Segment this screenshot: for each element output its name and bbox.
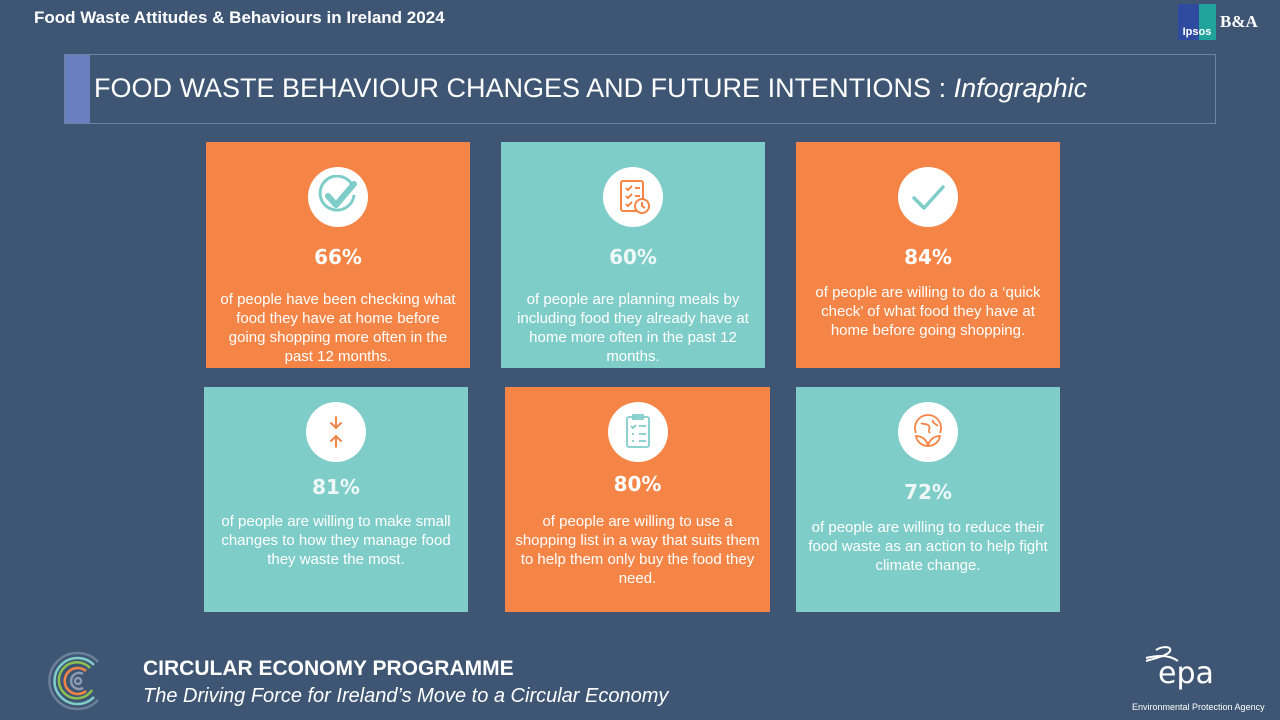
stat-description: of people have been checking what food t… <box>220 291 456 365</box>
checkmark-icon <box>898 167 958 227</box>
checklist-clock-icon <box>603 167 663 227</box>
stat-description: of people are willing to do a ‘quick che… <box>815 284 1041 339</box>
stat-card-quick-check: 84% of people are willing to do a ‘quick… <box>796 142 1060 368</box>
clipboard-list-icon <box>607 402 668 462</box>
stat-description: of people are willing to make small chan… <box>221 513 451 568</box>
stat-value: 60% <box>609 245 657 269</box>
stat-card-shopping-list: 80% of people are willing to use a shopp… <box>505 387 770 612</box>
report-title: Food Waste Attitudes & Behaviours in Ire… <box>34 8 445 27</box>
stat-description: of people are planning meals by includin… <box>517 291 749 365</box>
circular-economy-logo <box>48 650 108 716</box>
stat-value: 72% <box>904 480 952 504</box>
section-title: FOOD WASTE BEHAVIOUR CHANGES AND FUTURE … <box>94 73 1087 104</box>
ipsos-ba-logo: Ipsos B&A <box>1178 4 1258 40</box>
stat-card-checking-food: 66% of people have been checking what fo… <box>206 142 470 368</box>
stat-card-climate-change: 72% of people are willing to reduce thei… <box>796 387 1060 612</box>
stat-value: 80% <box>613 472 662 496</box>
title-accent-bar <box>65 55 90 123</box>
ipsos-logo: Ipsos <box>1178 4 1216 40</box>
epa-swirl-icon <box>1145 646 1179 662</box>
stat-description: of people are willing to reduce their fo… <box>808 519 1048 574</box>
stat-value: 66% <box>314 245 362 269</box>
ba-logo: B&A <box>1220 12 1258 31</box>
section-title-box: FOOD WASTE BEHAVIOUR CHANGES AND FUTURE … <box>64 54 1216 124</box>
arrows-converge-icon <box>306 402 366 462</box>
globe-leaves-icon <box>898 402 958 462</box>
epa-logo: epa Environmental Protection Agency <box>1128 646 1276 718</box>
stat-value: 81% <box>312 475 360 499</box>
stat-description: of people are willing to use a shopping … <box>515 513 760 587</box>
programme-title: CIRCULAR ECONOMY PROGRAMME <box>143 657 514 680</box>
stat-card-planning-meals: 60% of people are planning meals by incl… <box>501 142 765 368</box>
section-title-text: FOOD WASTE BEHAVIOUR CHANGES AND FUTURE … <box>94 73 954 103</box>
epa-subtitle: Environmental Protection Agency <box>1132 702 1265 712</box>
programme-tagline: The Driving Force for Ireland’s Move to … <box>143 685 669 707</box>
epa-wordmark: epa <box>1158 656 1214 691</box>
stat-value: 84% <box>904 245 952 269</box>
section-title-italic: Infographic <box>953 73 1088 103</box>
stat-card-small-changes: 81% of people are willing to make small … <box>204 387 468 612</box>
check-circle-icon <box>308 167 368 227</box>
